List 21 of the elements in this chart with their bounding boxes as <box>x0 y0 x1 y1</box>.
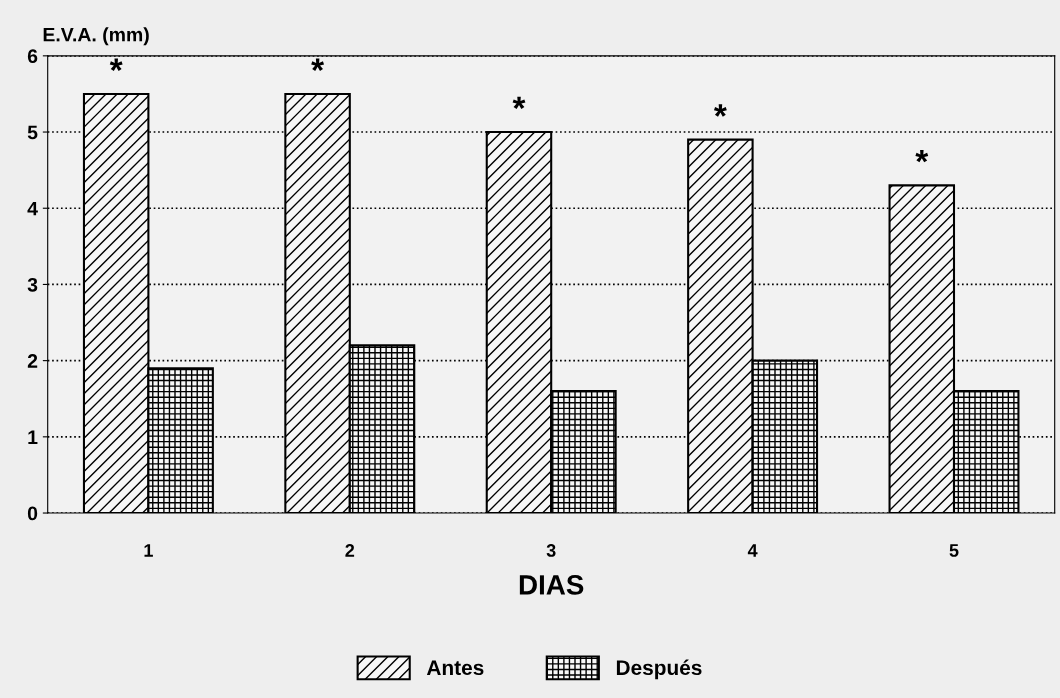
y-tick-label: 1 <box>28 430 38 444</box>
y-tick-label: 0 <box>27 506 38 521</box>
y-tick-label: 5 <box>27 125 38 140</box>
x-tick-label: 2 <box>345 544 355 557</box>
x-tick-label: 5 <box>949 544 959 557</box>
legend-label: Antes <box>426 660 484 676</box>
y-tick-label: 2 <box>27 354 38 368</box>
y-tick-label: 3 <box>27 277 38 292</box>
annotation: * <box>915 149 929 163</box>
y-axis-title: E.V.A. (mm) <box>43 27 149 46</box>
y-tick-label: 6 <box>27 49 38 64</box>
x-tick-label: 3 <box>546 544 556 557</box>
annotation: * <box>713 104 727 117</box>
annotation: * <box>311 58 325 71</box>
x-tick-label: 1 <box>144 544 153 557</box>
x-axis-title: DIAS <box>519 575 584 595</box>
annotation: * <box>109 58 123 71</box>
y-tick-label: 4 <box>27 201 38 216</box>
legend-label: Después <box>616 659 702 680</box>
annotation: * <box>512 96 526 110</box>
x-tick-label: 4 <box>747 544 758 557</box>
